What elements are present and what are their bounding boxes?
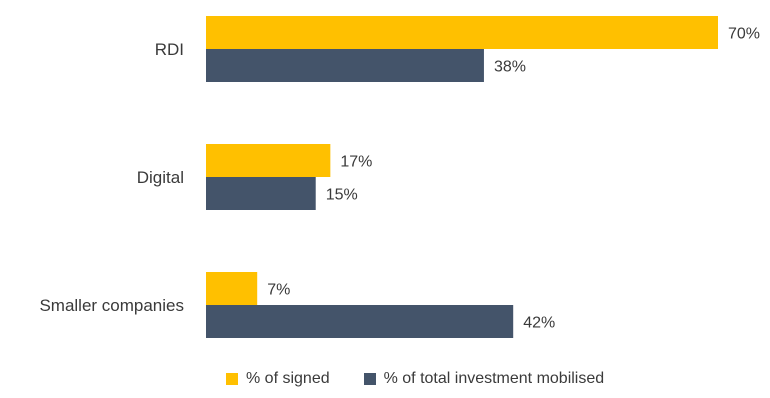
value-label-rdi-series-1: 38%	[494, 59, 526, 76]
bar-digital-series-1	[206, 177, 316, 210]
legend-label-signed: % of signed	[246, 370, 330, 387]
legend: % of signed % of total investment mobili…	[226, 370, 638, 388]
value-label-smaller-companies-series-0: 7%	[267, 282, 290, 299]
bar-rdi-series-0	[206, 16, 718, 49]
bar-smaller-companies-series-0	[206, 272, 258, 305]
value-label-smaller-companies-series-1: 42%	[523, 315, 555, 332]
value-labels: 70% 38% 17% 15% 7% 42%	[267, 26, 760, 332]
category-label-rdi: RDI	[155, 40, 184, 59]
value-label-digital-series-1: 15%	[326, 187, 358, 204]
legend-item-investment: % of total investment mobilised	[363, 370, 605, 388]
legend-label-investment: % of total investment mobilised	[383, 370, 605, 387]
bar-smaller-companies-series-1	[206, 305, 514, 338]
value-label-digital-series-0: 17%	[340, 154, 372, 171]
legend-swatch-investment	[363, 373, 376, 385]
legend-item-signed: % of signed	[226, 370, 330, 388]
category-label-smaller-companies: Smaller companies	[39, 296, 184, 315]
bar-chart: RDI Digital Smaller companies 70% 38% 17% 15%…	[39, 16, 760, 338]
legend-swatch-signed	[226, 373, 238, 385]
bars	[206, 16, 718, 338]
bar-digital-series-0	[206, 144, 331, 177]
value-label-rdi-series-0: 70%	[728, 26, 760, 43]
category-labels: RDI Digital Smaller companies	[39, 40, 184, 315]
bar-rdi-series-1	[206, 49, 484, 82]
category-label-digital: Digital	[137, 168, 184, 187]
